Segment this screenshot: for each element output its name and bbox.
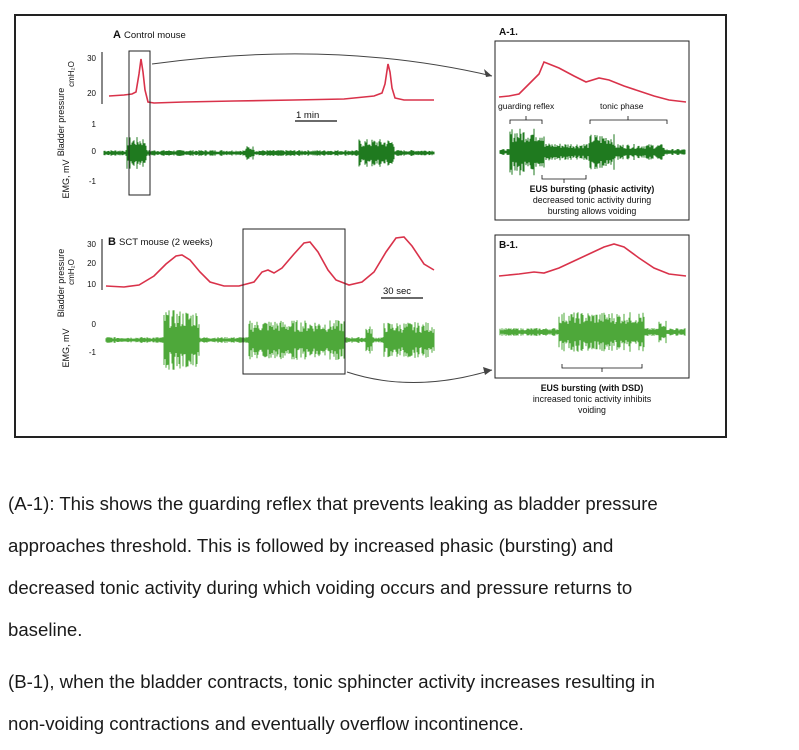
- svg-text:Bladder pressure: Bladder pressure: [56, 249, 66, 318]
- panel-a1-caption-line1: decreased tonic activity during: [533, 195, 651, 205]
- panel-a1-caption-line2: bursting allows voiding: [548, 206, 637, 216]
- panel-a-pressure-tick-30: 30: [87, 54, 96, 63]
- panel-b1-emg-trace: [499, 312, 686, 352]
- panel-a-title: Control mouse: [124, 30, 186, 41]
- panel-b1-caption-bold: EUS bursting (with DSD): [541, 383, 644, 393]
- panel-b-letter: B: [108, 236, 116, 248]
- panel-a1-title: A-1.: [499, 27, 518, 38]
- panel-b-pressure-axis-label: Bladder pressure: [56, 249, 66, 318]
- svg-text:EMG, mV: EMG, mV: [61, 159, 71, 198]
- panel-b-arrow-head: [483, 367, 492, 375]
- panel-a-zoom-box: [128, 50, 151, 196]
- caption-2-line-2: non-voiding contractions and eventually …: [8, 713, 524, 734]
- panel-b1-caption-line2: voiding: [578, 405, 606, 415]
- panel-a-scale-label: 1 min: [296, 110, 319, 121]
- panel-a1-pressure-trace: [498, 60, 687, 103]
- caption-2-line-1: (B-1), when the bladder contracts, tonic…: [8, 671, 655, 692]
- panel-b-pressure-tick-10: 10: [87, 280, 96, 289]
- panel-a-zoom-arrow: [151, 53, 493, 77]
- svg-text:EMG, mV: EMG, mV: [61, 328, 71, 367]
- panel-a1-tonic-bracket: [589, 116, 668, 124]
- panel-a-emg-trace: [103, 137, 435, 169]
- panel-a1-emg-trace: [499, 128, 686, 176]
- caption-paragraph-2: (B-1), when the bladder contracts, tonic…: [8, 661, 764, 745]
- panel-b1-pressure-trace: [498, 243, 687, 277]
- panel-a-emg-tick-0: 0: [92, 147, 97, 156]
- panel-b-pressure-axis-unit: cmH₂O: [67, 259, 76, 285]
- svg-text:cmH₂O: cmH₂O: [67, 61, 76, 87]
- panel-a-pressure-axis-label: Bladder pressure: [56, 88, 66, 157]
- panel-b-emg-axis-label: EMG, mV: [61, 328, 71, 367]
- panel-a1-guarding-label: guarding reflex: [498, 101, 555, 111]
- panel-b-pressure-tick-20: 20: [87, 259, 96, 268]
- panel-a-pressure-trace: [108, 58, 434, 104]
- panel-a-pressure-axis-unit: cmH₂O: [67, 61, 76, 87]
- panel-a-emg-tick-1: 1: [92, 120, 97, 129]
- panel-a-emg-axis-label: EMG, mV: [61, 159, 71, 198]
- panel-a1-tonic-label: tonic phase: [600, 101, 644, 111]
- svg-text:Bladder pressure: Bladder pressure: [56, 88, 66, 157]
- panel-b-zoom-arrow: [346, 369, 493, 384]
- caption-1-line-1: (A-1): This shows the guarding reflex th…: [8, 493, 658, 514]
- caption-1-line-3: decreased tonic activity during which vo…: [8, 577, 633, 598]
- panel-a1-bursting-bracket: [541, 175, 587, 183]
- panel-b-emg-tick-0: 0: [92, 320, 97, 329]
- panel-a1-frame: [494, 40, 690, 221]
- panel-b-emg-trace: [105, 310, 435, 370]
- panel-b-pressure-trace: [105, 236, 435, 288]
- panel-b1-title: B-1.: [499, 240, 518, 251]
- panel-b1-caption-line1: increased tonic activity inhibits: [533, 394, 652, 404]
- panel-b-emg-tick-neg1: -1: [89, 348, 97, 357]
- panel-a-pressure-tick-20: 20: [87, 89, 96, 98]
- panel-b1-frame: [494, 234, 690, 379]
- panel-a1-caption-bold: EUS bursting (phasic activity): [530, 184, 655, 194]
- panel-b1-bursting-bracket: [561, 364, 643, 372]
- panel-b-scale-label: 30 sec: [383, 286, 411, 297]
- caption-paragraph-1: (A-1): This shows the guarding reflex th…: [8, 483, 764, 651]
- panel-a-arrow-head: [484, 69, 492, 77]
- panel-b-pressure-tick-30: 30: [87, 240, 96, 249]
- panel-b-title: SCT mouse (2 weeks): [119, 237, 213, 248]
- panel-a-emg-tick-neg1: -1: [89, 177, 97, 186]
- svg-text:cmH₂O: cmH₂O: [67, 259, 76, 285]
- panel-a-letter: A: [113, 29, 121, 41]
- figure: A Control mouse Bladder pressure cmH₂O E…: [14, 14, 727, 438]
- caption-1-line-2: approaches threshold. This is followed b…: [8, 535, 614, 556]
- panel-a1-guarding-bracket: [509, 116, 543, 124]
- caption-1-line-4: baseline.: [8, 619, 83, 640]
- panel-b-zoom-box: [242, 228, 346, 375]
